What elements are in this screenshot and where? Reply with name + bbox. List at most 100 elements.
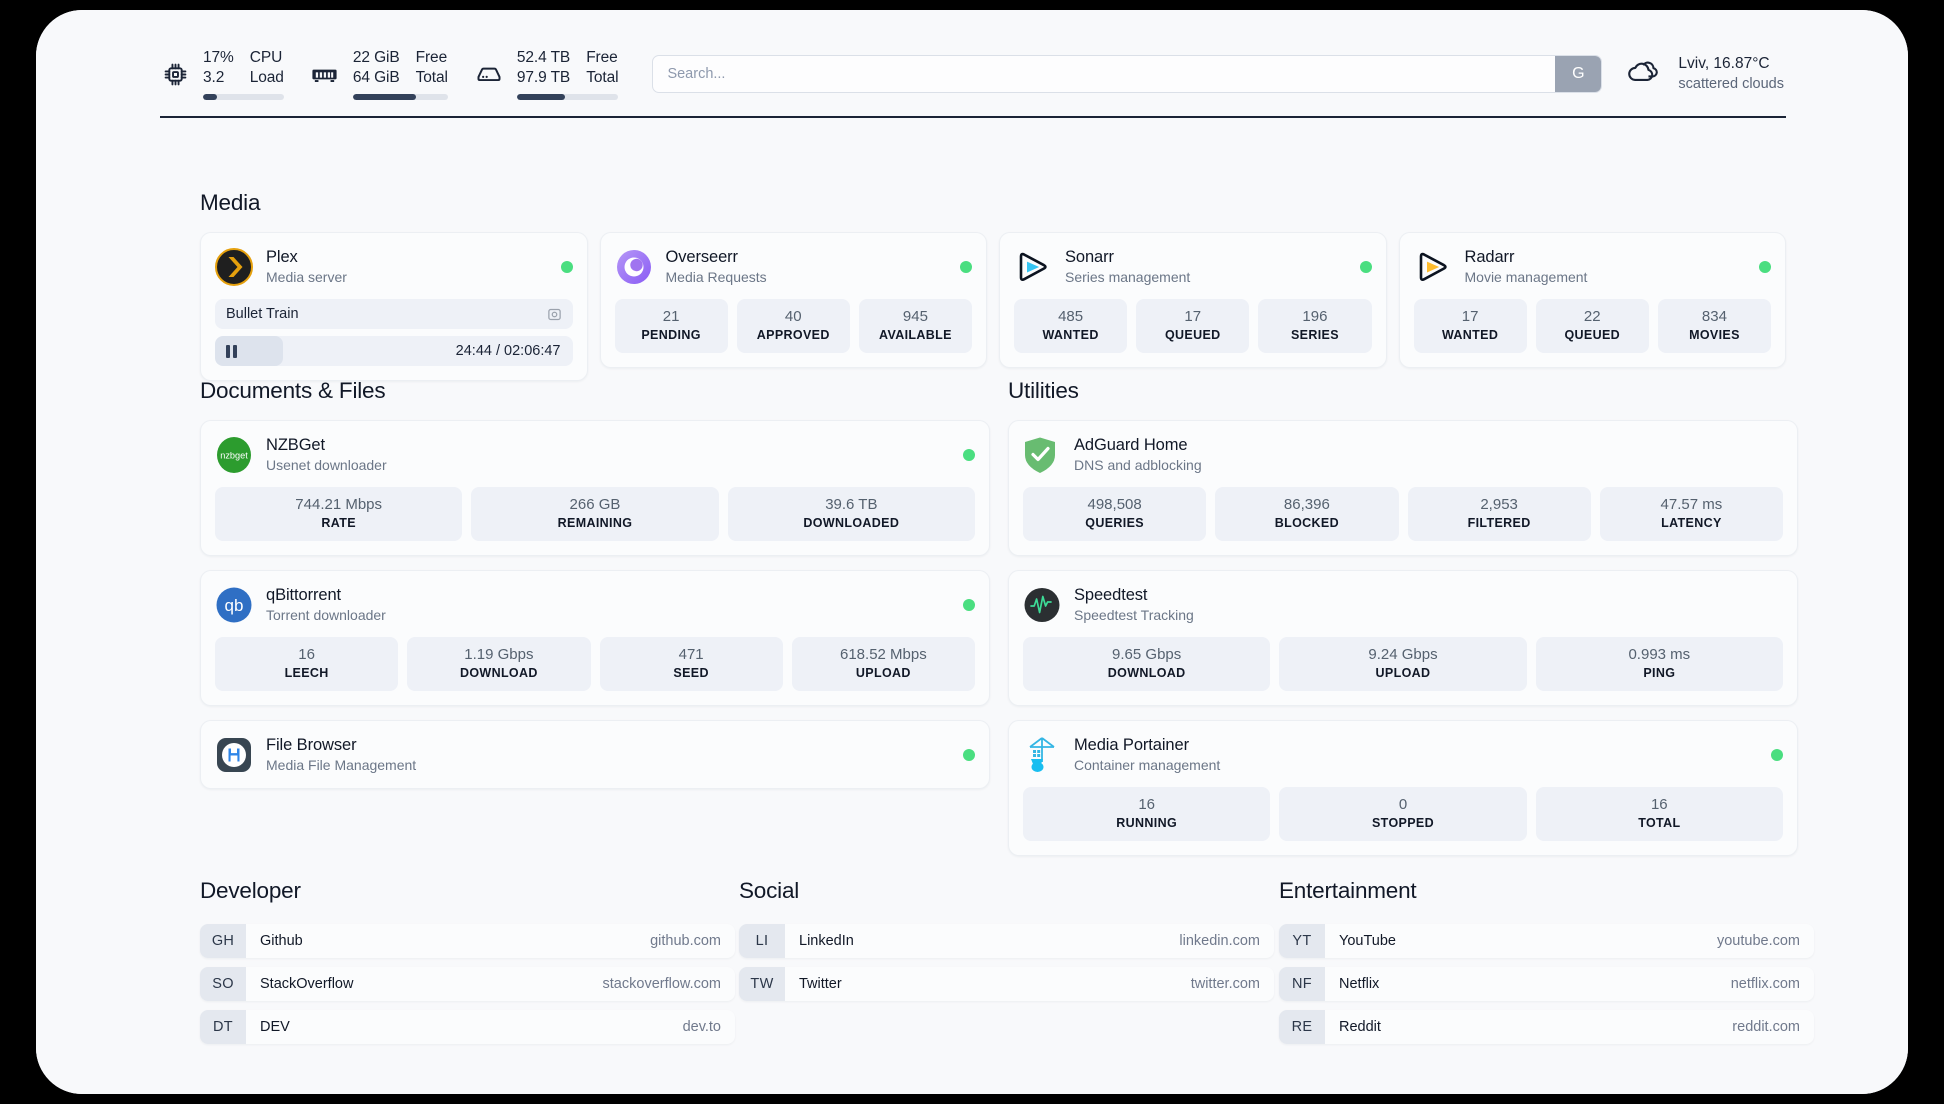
bookmark-link[interactable]: YT YouTube youtube.com bbox=[1279, 924, 1814, 958]
service-card-nzbget[interactable]: nzbget NZBGet Usenet downloader 744.21 M… bbox=[200, 420, 990, 556]
stat-box: 17 WANTED bbox=[1413, 299, 1527, 353]
speedtest-desc: Speedtest Tracking bbox=[1074, 607, 1194, 623]
search-bar[interactable]: G bbox=[652, 55, 1603, 93]
file-browser-status-dot bbox=[963, 748, 975, 761]
bookmark-badge: SO bbox=[200, 967, 246, 1001]
bookmark-link[interactable]: GH Github github.com bbox=[200, 924, 735, 958]
stat-label: LATENCY bbox=[1661, 516, 1722, 530]
radarr-stats: 17 WANTED 22 QUEUED 834 MOVIES bbox=[1413, 299, 1772, 353]
service-card-plex[interactable]: Plex Media server Bullet Train bbox=[200, 232, 588, 381]
stat-label: SEED bbox=[673, 666, 709, 680]
stat-label: WANTED bbox=[1042, 328, 1099, 342]
stat-box: 485 WANTED bbox=[1014, 299, 1128, 353]
radarr-status-dot bbox=[1759, 260, 1771, 273]
stat-label: SERIES bbox=[1290, 328, 1339, 342]
bookmark-link[interactable]: DT DEV dev.to bbox=[200, 1010, 735, 1044]
overseerr-stats: 21 PENDING 40 APPROVED 945 AVAILABLE bbox=[614, 299, 973, 353]
cpu-label-bottom: Load bbox=[249, 69, 284, 86]
stat-label: DOWNLOAD bbox=[459, 666, 538, 680]
qbittorrent-stats: 16 LEECH 1.19 Gbps DOWNLOAD 471 SEED 618… bbox=[215, 637, 975, 691]
stat-box: 1.19 Gbps DOWNLOAD bbox=[407, 637, 591, 691]
stat-box: 39.6 TB DOWNLOADED bbox=[727, 487, 975, 541]
plex-now-playing-title-row: Bullet Train bbox=[215, 299, 573, 329]
adguard-name: AdGuard Home bbox=[1074, 436, 1188, 454]
stat-label: REMAINING bbox=[557, 516, 633, 530]
stat-label: PENDING bbox=[641, 328, 701, 342]
bookmark-url: netflix.com bbox=[1730, 976, 1800, 992]
stat-value: 945 bbox=[902, 308, 928, 325]
stat-box: 16 TOTAL bbox=[1535, 787, 1783, 841]
stat-value: 16 bbox=[1650, 796, 1668, 813]
stat-value: 17 bbox=[1461, 308, 1479, 325]
stat-box: 0.993 ms PING bbox=[1535, 637, 1783, 691]
bookmark-url: github.com bbox=[650, 933, 721, 949]
bookmark-link[interactable]: NF Netflix netflix.com bbox=[1279, 967, 1814, 1001]
speedtest-icon bbox=[1023, 586, 1061, 624]
stat-value: 9.65 Gbps bbox=[1112, 646, 1182, 663]
portainer-stats: 16 RUNNING 0 STOPPED 16 TOTAL bbox=[1023, 787, 1783, 841]
service-card-qbittorrent[interactable]: qb qBittorrent Torrent downloader 16 LEE… bbox=[200, 570, 990, 706]
bookmark-link[interactable]: TW Twitter twitter.com bbox=[739, 967, 1274, 1001]
overseerr-name: Overseerr bbox=[665, 248, 739, 266]
plex-time-label: 24:44 / 02:06:47 bbox=[455, 343, 561, 359]
service-card-speedtest[interactable]: Speedtest Speedtest Tracking 9.65 Gbps D… bbox=[1008, 570, 1798, 706]
stat-label: TOTAL bbox=[1638, 816, 1681, 830]
stat-label: BLOCKED bbox=[1274, 516, 1339, 530]
overseerr-icon bbox=[615, 248, 653, 286]
stat-label: PING bbox=[1643, 666, 1676, 680]
memory-label-total: Total bbox=[415, 69, 448, 86]
sonarr-icon bbox=[1014, 248, 1052, 286]
documents-section: Documents & Files nzbget NZBGet Usenet d… bbox=[200, 378, 990, 789]
stat-box: 196 SERIES bbox=[1258, 299, 1372, 353]
pause-icon[interactable] bbox=[226, 344, 237, 358]
stat-box: 2,953 FILTERED bbox=[1407, 487, 1591, 541]
bookmark-link[interactable]: SO StackOverflow stackoverflow.com bbox=[200, 967, 735, 1001]
bookmark-badge: GH bbox=[200, 924, 246, 958]
radarr-name: Radarr bbox=[1464, 248, 1515, 266]
overseerr-desc: Media Requests bbox=[665, 269, 767, 285]
documents-section-title: Documents & Files bbox=[200, 378, 386, 403]
stat-value: 16 bbox=[1138, 796, 1155, 813]
stat-box: 9.65 Gbps DOWNLOAD bbox=[1023, 637, 1271, 691]
disk-free-value: 52.4 TB bbox=[516, 49, 571, 66]
stat-box: 47.57 ms LATENCY bbox=[1599, 487, 1783, 541]
service-card-sonarr[interactable]: Sonarr Series management 485 WANTED 17 Q… bbox=[999, 232, 1387, 368]
bookmark-group-developer: Developer GH Github github.com SO StackO… bbox=[200, 878, 735, 1053]
bookmark-name: LinkedIn bbox=[799, 933, 854, 949]
stat-box: 0 STOPPED bbox=[1279, 787, 1527, 841]
cpu-chip-icon bbox=[160, 59, 190, 89]
service-card-overseerr[interactable]: Overseerr Media Requests 21 PENDING 40 A… bbox=[599, 232, 987, 368]
stat-value: 1.19 Gbps bbox=[464, 646, 534, 663]
memory-total-value: 64 GiB bbox=[352, 69, 400, 86]
disk-label-free: Free bbox=[586, 49, 618, 66]
plex-progress-bar[interactable]: 24:44 / 02:06:47 bbox=[215, 336, 573, 366]
stat-box: 40 APPROVED bbox=[736, 299, 850, 353]
bookmark-name: Github bbox=[260, 933, 303, 949]
service-card-radarr[interactable]: Radarr Movie management 17 WANTED 22 QUE… bbox=[1398, 232, 1786, 368]
stat-box: 22 QUEUED bbox=[1535, 299, 1649, 353]
google-search-icon[interactable]: G bbox=[1555, 56, 1602, 92]
search-input[interactable] bbox=[653, 56, 1556, 92]
service-card-file-browser[interactable]: File Browser Media File Management bbox=[200, 720, 990, 789]
qbittorrent-icon: qb bbox=[215, 586, 253, 624]
adguard-stats: 498,508 QUERIES 86,396 BLOCKED 2,953 FIL… bbox=[1023, 487, 1783, 541]
bookmark-url: reddit.com bbox=[1732, 1019, 1800, 1035]
service-card-adguard[interactable]: AdGuard Home DNS and adblocking 498,508 … bbox=[1008, 420, 1798, 556]
stat-box: 618.52 Mbps UPLOAD bbox=[791, 637, 975, 691]
stat-value: 40 bbox=[784, 308, 802, 325]
stat-box: 744.21 Mbps RATE bbox=[215, 487, 463, 541]
service-card-portainer[interactable]: Media Portainer Container management 16 … bbox=[1008, 720, 1798, 856]
social-group-title: Social bbox=[739, 878, 800, 903]
stat-box: 834 MOVIES bbox=[1657, 299, 1772, 353]
bookmark-name: DEV bbox=[260, 1019, 290, 1035]
cpu-usage-value: 17% bbox=[203, 49, 234, 66]
stat-value: 266 GB bbox=[569, 496, 621, 513]
memory-label-free: Free bbox=[415, 49, 448, 66]
bookmark-link[interactable]: RE Reddit reddit.com bbox=[1279, 1010, 1814, 1044]
cpu-label-top: CPU bbox=[249, 49, 283, 66]
portainer-name: Media Portainer bbox=[1074, 736, 1189, 754]
cpu-stat-group: 17% 3.2 CPU Load bbox=[160, 48, 284, 100]
bookmark-link[interactable]: LI LinkedIn linkedin.com bbox=[739, 924, 1274, 958]
svg-text:nzbget: nzbget bbox=[220, 450, 248, 460]
cast-icon[interactable] bbox=[547, 307, 562, 322]
